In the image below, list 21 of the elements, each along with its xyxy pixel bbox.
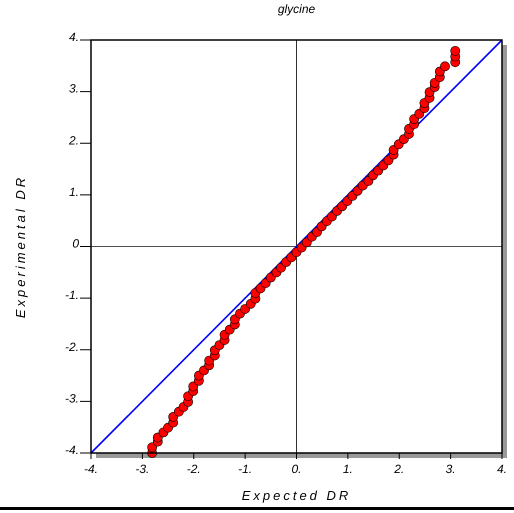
x-tick-label: -4. — [84, 462, 98, 476]
x-tick-label: -1. — [238, 462, 252, 476]
x-tick-label: 4. — [496, 462, 508, 476]
y-tick-label: 1. — [68, 184, 79, 199]
y-axis-title: Experimental DR — [13, 174, 28, 318]
y-tick-label: -4. — [64, 443, 79, 457]
x-axis-title: Expected DR — [242, 488, 352, 503]
x-tick-label: 0. — [291, 462, 302, 476]
x-tick-label: 3. — [446, 462, 456, 476]
y-tick-label: -1. — [64, 288, 79, 302]
y-tick-label: 3. — [68, 82, 79, 96]
x-tick-label: 2. — [393, 462, 404, 476]
chart-title: glycine — [278, 2, 316, 16]
y-tick-label: -3. — [64, 391, 79, 406]
y-tick-label: 4. — [68, 30, 79, 44]
y-tick-label: -2. — [64, 340, 79, 354]
y-tick-label: 2. — [68, 133, 79, 148]
y-tick-label: 0 — [72, 236, 80, 250]
x-tick-label: -2. — [186, 462, 201, 476]
x-tick-label: -3. — [135, 462, 150, 476]
x-tick-label: 1. — [342, 462, 353, 476]
